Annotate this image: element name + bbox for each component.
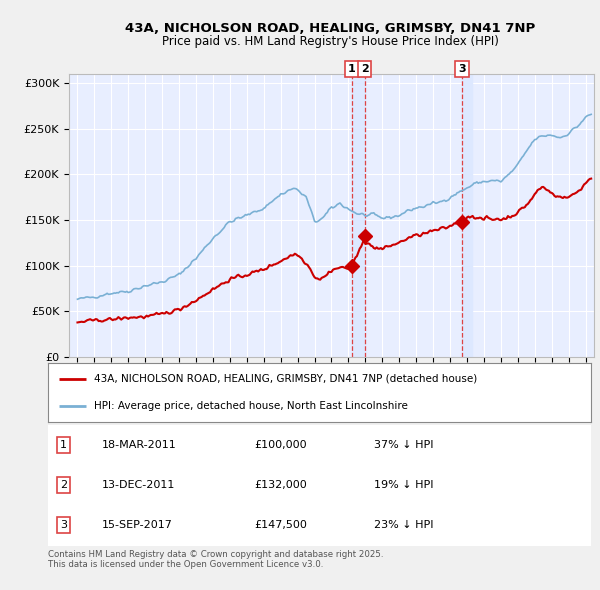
Text: 2: 2 <box>59 480 67 490</box>
Text: 23% ↓ HPI: 23% ↓ HPI <box>374 520 433 530</box>
Text: 2: 2 <box>361 64 368 74</box>
Text: £147,500: £147,500 <box>254 520 307 530</box>
Text: 19% ↓ HPI: 19% ↓ HPI <box>374 480 433 490</box>
Text: £132,000: £132,000 <box>254 480 307 490</box>
Text: 13-DEC-2011: 13-DEC-2011 <box>103 480 176 490</box>
Text: Price paid vs. HM Land Registry's House Price Index (HPI): Price paid vs. HM Land Registry's House … <box>161 35 499 48</box>
Text: 18-MAR-2011: 18-MAR-2011 <box>103 440 177 450</box>
Text: HPI: Average price, detached house, North East Lincolnshire: HPI: Average price, detached house, Nort… <box>94 401 408 411</box>
Text: 15-SEP-2017: 15-SEP-2017 <box>103 520 173 530</box>
Text: 1: 1 <box>348 64 356 74</box>
Text: 3: 3 <box>458 64 466 74</box>
Bar <box>462 74 472 357</box>
Text: 37% ↓ HPI: 37% ↓ HPI <box>374 440 433 450</box>
Text: 3: 3 <box>60 520 67 530</box>
Text: £100,000: £100,000 <box>254 440 307 450</box>
Text: 43A, NICHOLSON ROAD, HEALING, GRIMSBY, DN41 7NP: 43A, NICHOLSON ROAD, HEALING, GRIMSBY, D… <box>125 22 535 35</box>
Text: 43A, NICHOLSON ROAD, HEALING, GRIMSBY, DN41 7NP (detached house): 43A, NICHOLSON ROAD, HEALING, GRIMSBY, D… <box>94 374 478 384</box>
Bar <box>352 74 365 357</box>
Text: 1: 1 <box>60 440 67 450</box>
Text: Contains HM Land Registry data © Crown copyright and database right 2025.
This d: Contains HM Land Registry data © Crown c… <box>48 550 383 569</box>
